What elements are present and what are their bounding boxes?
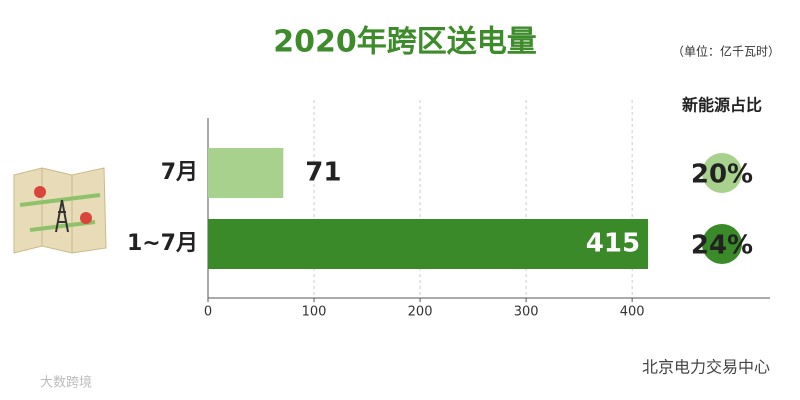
share-marker <box>702 153 742 193</box>
watermark: 大数跨境 <box>40 376 92 391</box>
x-tick-label: 0 <box>204 305 212 320</box>
y-tick-label: 1~7月 <box>127 231 198 256</box>
bar <box>208 219 649 269</box>
x-tick-label: 100 <box>302 305 327 320</box>
chart-title: 2020年跨区送电量 <box>273 25 537 60</box>
y-tick-label: 7月 <box>161 160 198 185</box>
value-label: 71 <box>305 158 341 188</box>
map-icon <box>13 167 107 254</box>
share-label: 24% <box>691 231 753 261</box>
x-tick-label: 300 <box>514 305 539 320</box>
share-title: 新能源占比 <box>682 96 762 115</box>
x-tick-label: 400 <box>620 305 645 320</box>
unit-label: （单位：亿千瓦时） <box>672 44 780 59</box>
watermark: 北京电力交易中心 <box>642 358 770 377</box>
x-tick-label: 200 <box>408 305 433 320</box>
value-label: 415 <box>586 229 640 259</box>
share-marker <box>702 224 742 264</box>
share-label: 20% <box>691 160 753 190</box>
bar <box>208 148 284 198</box>
